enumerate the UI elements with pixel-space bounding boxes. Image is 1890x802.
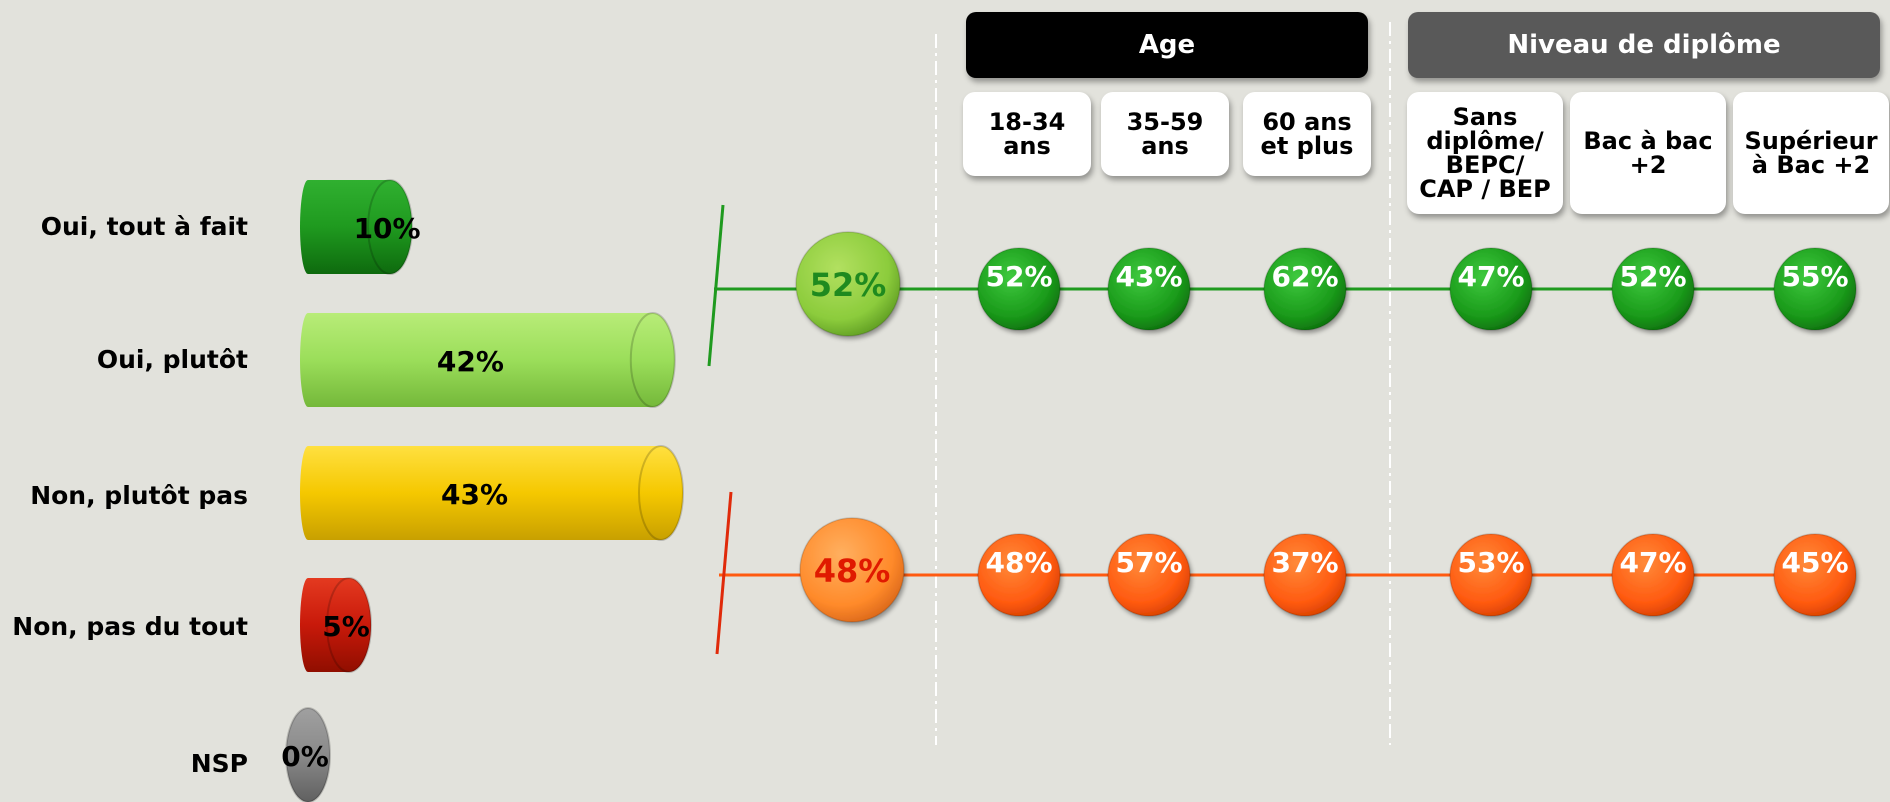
point-circle	[1107, 247, 1191, 331]
bar: 5%	[300, 577, 373, 673]
bar-body	[308, 313, 653, 407]
bar-value-label: 42%	[437, 345, 504, 378]
point-circle	[1773, 247, 1857, 331]
point: 47%	[1611, 533, 1695, 617]
point-circle	[1107, 533, 1191, 617]
bar-value-label: 43%	[441, 478, 508, 511]
point-circle	[1611, 247, 1695, 331]
bar-end-cap	[326, 577, 373, 673]
bar-cap-left	[300, 313, 316, 407]
point-label: 52%	[1619, 260, 1686, 293]
bar-category-label: NSP	[190, 749, 248, 778]
bar: 43%	[300, 445, 684, 541]
age-group-header: Age	[966, 12, 1368, 78]
point: 48%	[977, 533, 1061, 617]
point-circle	[1449, 533, 1533, 617]
point: 57%	[1107, 533, 1191, 617]
point: 37%	[1263, 533, 1347, 617]
total-bubble-circle	[799, 517, 905, 623]
bar-end-cap	[629, 312, 676, 408]
subheader-35-59: 35-59 ans	[1101, 92, 1229, 176]
point-label: 53%	[1457, 546, 1524, 579]
point: 45%	[1773, 533, 1857, 617]
point-circle	[1449, 247, 1533, 331]
subheader-superieur: Supérieur à Bac +2	[1733, 92, 1889, 214]
bar-category-label: Non, pas du tout	[12, 612, 248, 641]
bar-end-cap	[367, 179, 414, 275]
point-label: 48%	[985, 546, 1052, 579]
point-label: 37%	[1271, 546, 1338, 579]
total-bubble-label: 52%	[810, 266, 887, 304]
point: 52%	[1611, 247, 1695, 331]
point: 53%	[1449, 533, 1533, 617]
point-label: 57%	[1115, 546, 1182, 579]
bar-cap-left	[300, 446, 316, 540]
point-label: 45%	[1781, 546, 1848, 579]
bar-category-label: Oui, tout à fait	[40, 212, 248, 241]
point: 43%	[1107, 247, 1191, 331]
total-bubble: 52%	[795, 231, 901, 337]
bar-category-label: Non, plutôt pas	[30, 481, 248, 510]
point-label: 55%	[1781, 260, 1848, 293]
point-circle	[1611, 533, 1695, 617]
total-bubble: 48%	[799, 517, 905, 623]
diploma-group-title: Niveau de diplôme	[1507, 30, 1781, 60]
bar-category-label: Oui, plutôt	[96, 345, 248, 374]
point-label: 62%	[1271, 260, 1338, 293]
point: 52%	[977, 247, 1061, 331]
point-label: 47%	[1619, 546, 1686, 579]
subheader-bac-bac2: Bac à bac +2	[1570, 92, 1726, 214]
bar: 0%	[281, 707, 331, 802]
bar-value-label: 0%	[281, 740, 329, 773]
point-label: 52%	[985, 260, 1052, 293]
total-bubble-circle	[795, 231, 901, 337]
age-group-title: Age	[1138, 30, 1196, 60]
oui-tick	[707, 204, 725, 367]
diploma-group-header: Niveau de diplôme	[1408, 12, 1880, 78]
total-bubble-label: 48%	[814, 552, 891, 590]
point: 47%	[1449, 247, 1533, 331]
bar-cap-left	[300, 180, 316, 274]
bar-cap-left	[300, 578, 316, 672]
bar-value-label: 5%	[322, 610, 370, 643]
point-circle	[977, 247, 1061, 331]
bar: 42%	[300, 312, 676, 408]
bar-end-cap	[638, 445, 684, 541]
bar-value-label: 10%	[354, 212, 421, 245]
point-circle	[1263, 247, 1347, 331]
subheader-18-34: 18-34 ans	[963, 92, 1091, 176]
point-label: 43%	[1115, 260, 1182, 293]
point-circle	[977, 533, 1061, 617]
point-label: 47%	[1457, 260, 1524, 293]
subheader-60-plus: 60 ans et plus	[1243, 92, 1371, 176]
bar-body	[308, 446, 661, 540]
point-circle	[1263, 533, 1347, 617]
non-tick	[715, 491, 733, 655]
bar-end-cap	[285, 707, 331, 802]
point-circle	[1773, 533, 1857, 617]
point: 62%	[1263, 247, 1347, 331]
point: 55%	[1773, 247, 1857, 331]
bar: 10%	[300, 179, 421, 275]
subheader-sans-diplome: Sans diplôme/ BEPC/ CAP / BEP	[1407, 92, 1563, 214]
